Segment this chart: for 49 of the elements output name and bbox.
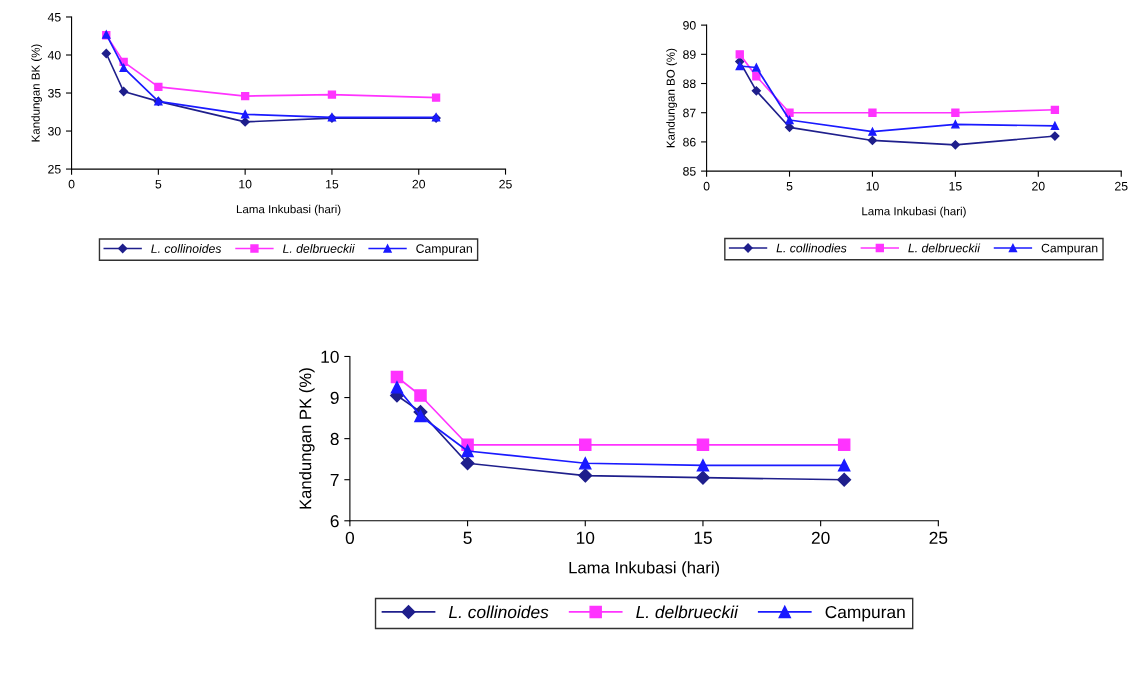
x-axis-title: Lama Inkubasi (hari) xyxy=(236,204,341,216)
y-tick-label: 45 xyxy=(47,13,61,22)
x-tick-label: 0 xyxy=(68,179,75,189)
x-tick-label: 5 xyxy=(155,179,162,189)
x-tick-label: 20 xyxy=(811,531,830,544)
legend-label: Campuran xyxy=(825,605,905,622)
x-tick-label: 15 xyxy=(694,531,712,544)
x-tick-label: 10 xyxy=(866,181,879,191)
y-tick-label: 88 xyxy=(683,79,696,89)
legend-label: L. collinoides xyxy=(448,605,549,619)
y-tick-label: 86 xyxy=(683,137,696,147)
legend-label: Campuran xyxy=(416,244,472,256)
x-tick-label: 10 xyxy=(239,179,252,189)
x-tick-label: 5 xyxy=(463,531,472,544)
x-tick-label: 25 xyxy=(1115,181,1128,191)
x-tick-label: 15 xyxy=(949,181,962,191)
y-axis-title: Kandungan PK (%) xyxy=(299,368,315,509)
y-tick-label: 89 xyxy=(683,50,696,59)
y-axis-title: Kandungan BK (%) xyxy=(31,44,42,142)
y-axis-title: Kandungan BO (%) xyxy=(666,48,678,148)
y-tick-label: 10 xyxy=(321,350,339,363)
legend-label: L. delbrueckii xyxy=(282,243,355,253)
y-tick-label: 6 xyxy=(330,514,339,528)
y-tick-label: 90 xyxy=(683,21,696,30)
legend-label: L. delbrueckii xyxy=(908,243,981,253)
x-tick-label: 0 xyxy=(703,181,710,191)
legend-label: L. delbrueckii xyxy=(636,605,739,619)
x-axis-title: Lama Inkubasi (hari) xyxy=(569,561,720,577)
x-tick-label: 20 xyxy=(412,179,426,189)
x-tick-label: 5 xyxy=(786,181,793,191)
x-axis-title: Lama Inkubasi (hari) xyxy=(862,206,966,218)
y-tick-label: 30 xyxy=(48,126,61,136)
y-tick-label: 85 xyxy=(683,167,696,176)
y-tick-label: 40 xyxy=(47,50,61,60)
legend-label: L. collinoides xyxy=(151,243,222,253)
legend-label: Campuran xyxy=(1041,243,1098,255)
y-tick-label: 9 xyxy=(330,391,339,405)
x-tick-label: 0 xyxy=(345,531,355,544)
x-tick-label: 20 xyxy=(1032,181,1045,191)
y-tick-label: 7 xyxy=(330,474,339,486)
y-tick-label: 8 xyxy=(330,432,339,446)
y-tick-label: 87 xyxy=(683,108,696,118)
y-tick-label: 25 xyxy=(48,164,61,174)
y-tick-label: 35 xyxy=(48,88,61,98)
x-tick-label: 15 xyxy=(326,179,339,189)
x-tick-label: 10 xyxy=(576,531,595,544)
x-tick-label: 25 xyxy=(929,531,948,544)
legend-label: L. collinodies xyxy=(776,243,847,253)
x-tick-label: 25 xyxy=(499,179,512,189)
